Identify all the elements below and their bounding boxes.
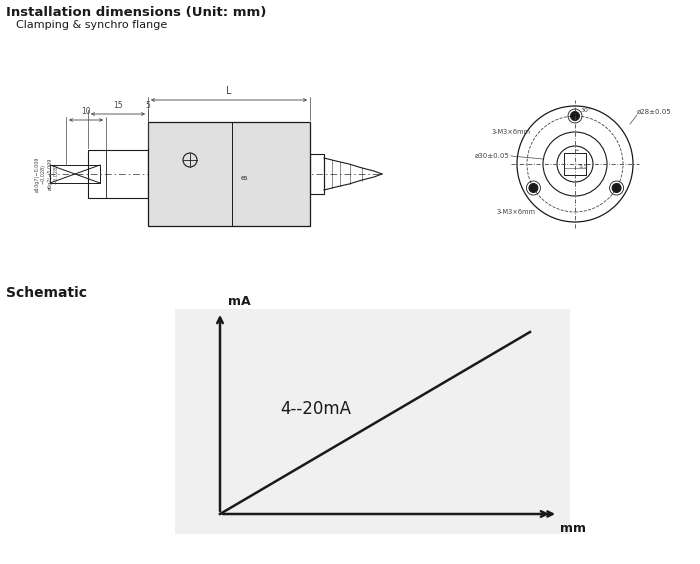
Text: Installation dimensions (Unit: mm): Installation dimensions (Unit: mm) [6,6,267,19]
Text: ø10g7(−0.009
−0.028): ø10g7(−0.009 −0.028) [34,156,46,192]
Text: L: L [226,86,232,96]
Text: 5: 5 [146,101,150,110]
Bar [88,150,148,198]
Text: ø28±0.05: ø28±0.05 [637,109,671,115]
Circle shape [570,112,580,121]
Text: 10: 10 [81,107,91,116]
Text: Clamping & synchro flange: Clamping & synchro flange [16,20,167,30]
Bar [175,309,570,534]
Text: 30°: 30° [581,108,592,113]
Text: 15: 15 [113,101,122,110]
Text: 65: 65 [240,175,248,180]
Bar [564,153,586,175]
Bar [50,165,100,183]
Text: ø30±0.05: ø30±0.05 [475,153,510,159]
Text: mm: mm [560,522,586,535]
Text: 3-M3×6mm: 3-M3×6mm [492,129,531,135]
Circle shape [612,183,621,192]
Text: 4--20mA: 4--20mA [280,400,351,418]
Bar [310,154,324,194]
Text: 5.5: 5.5 [579,164,589,169]
Bar [148,122,310,226]
Text: Schematic: Schematic [6,286,87,300]
Circle shape [529,183,538,192]
Text: ø6g7(−0.009
−0.028): ø6g7(−0.009 −0.028) [48,158,58,190]
Text: mA: mA [228,295,251,308]
Text: 3-M3×6mm: 3-M3×6mm [497,209,536,215]
